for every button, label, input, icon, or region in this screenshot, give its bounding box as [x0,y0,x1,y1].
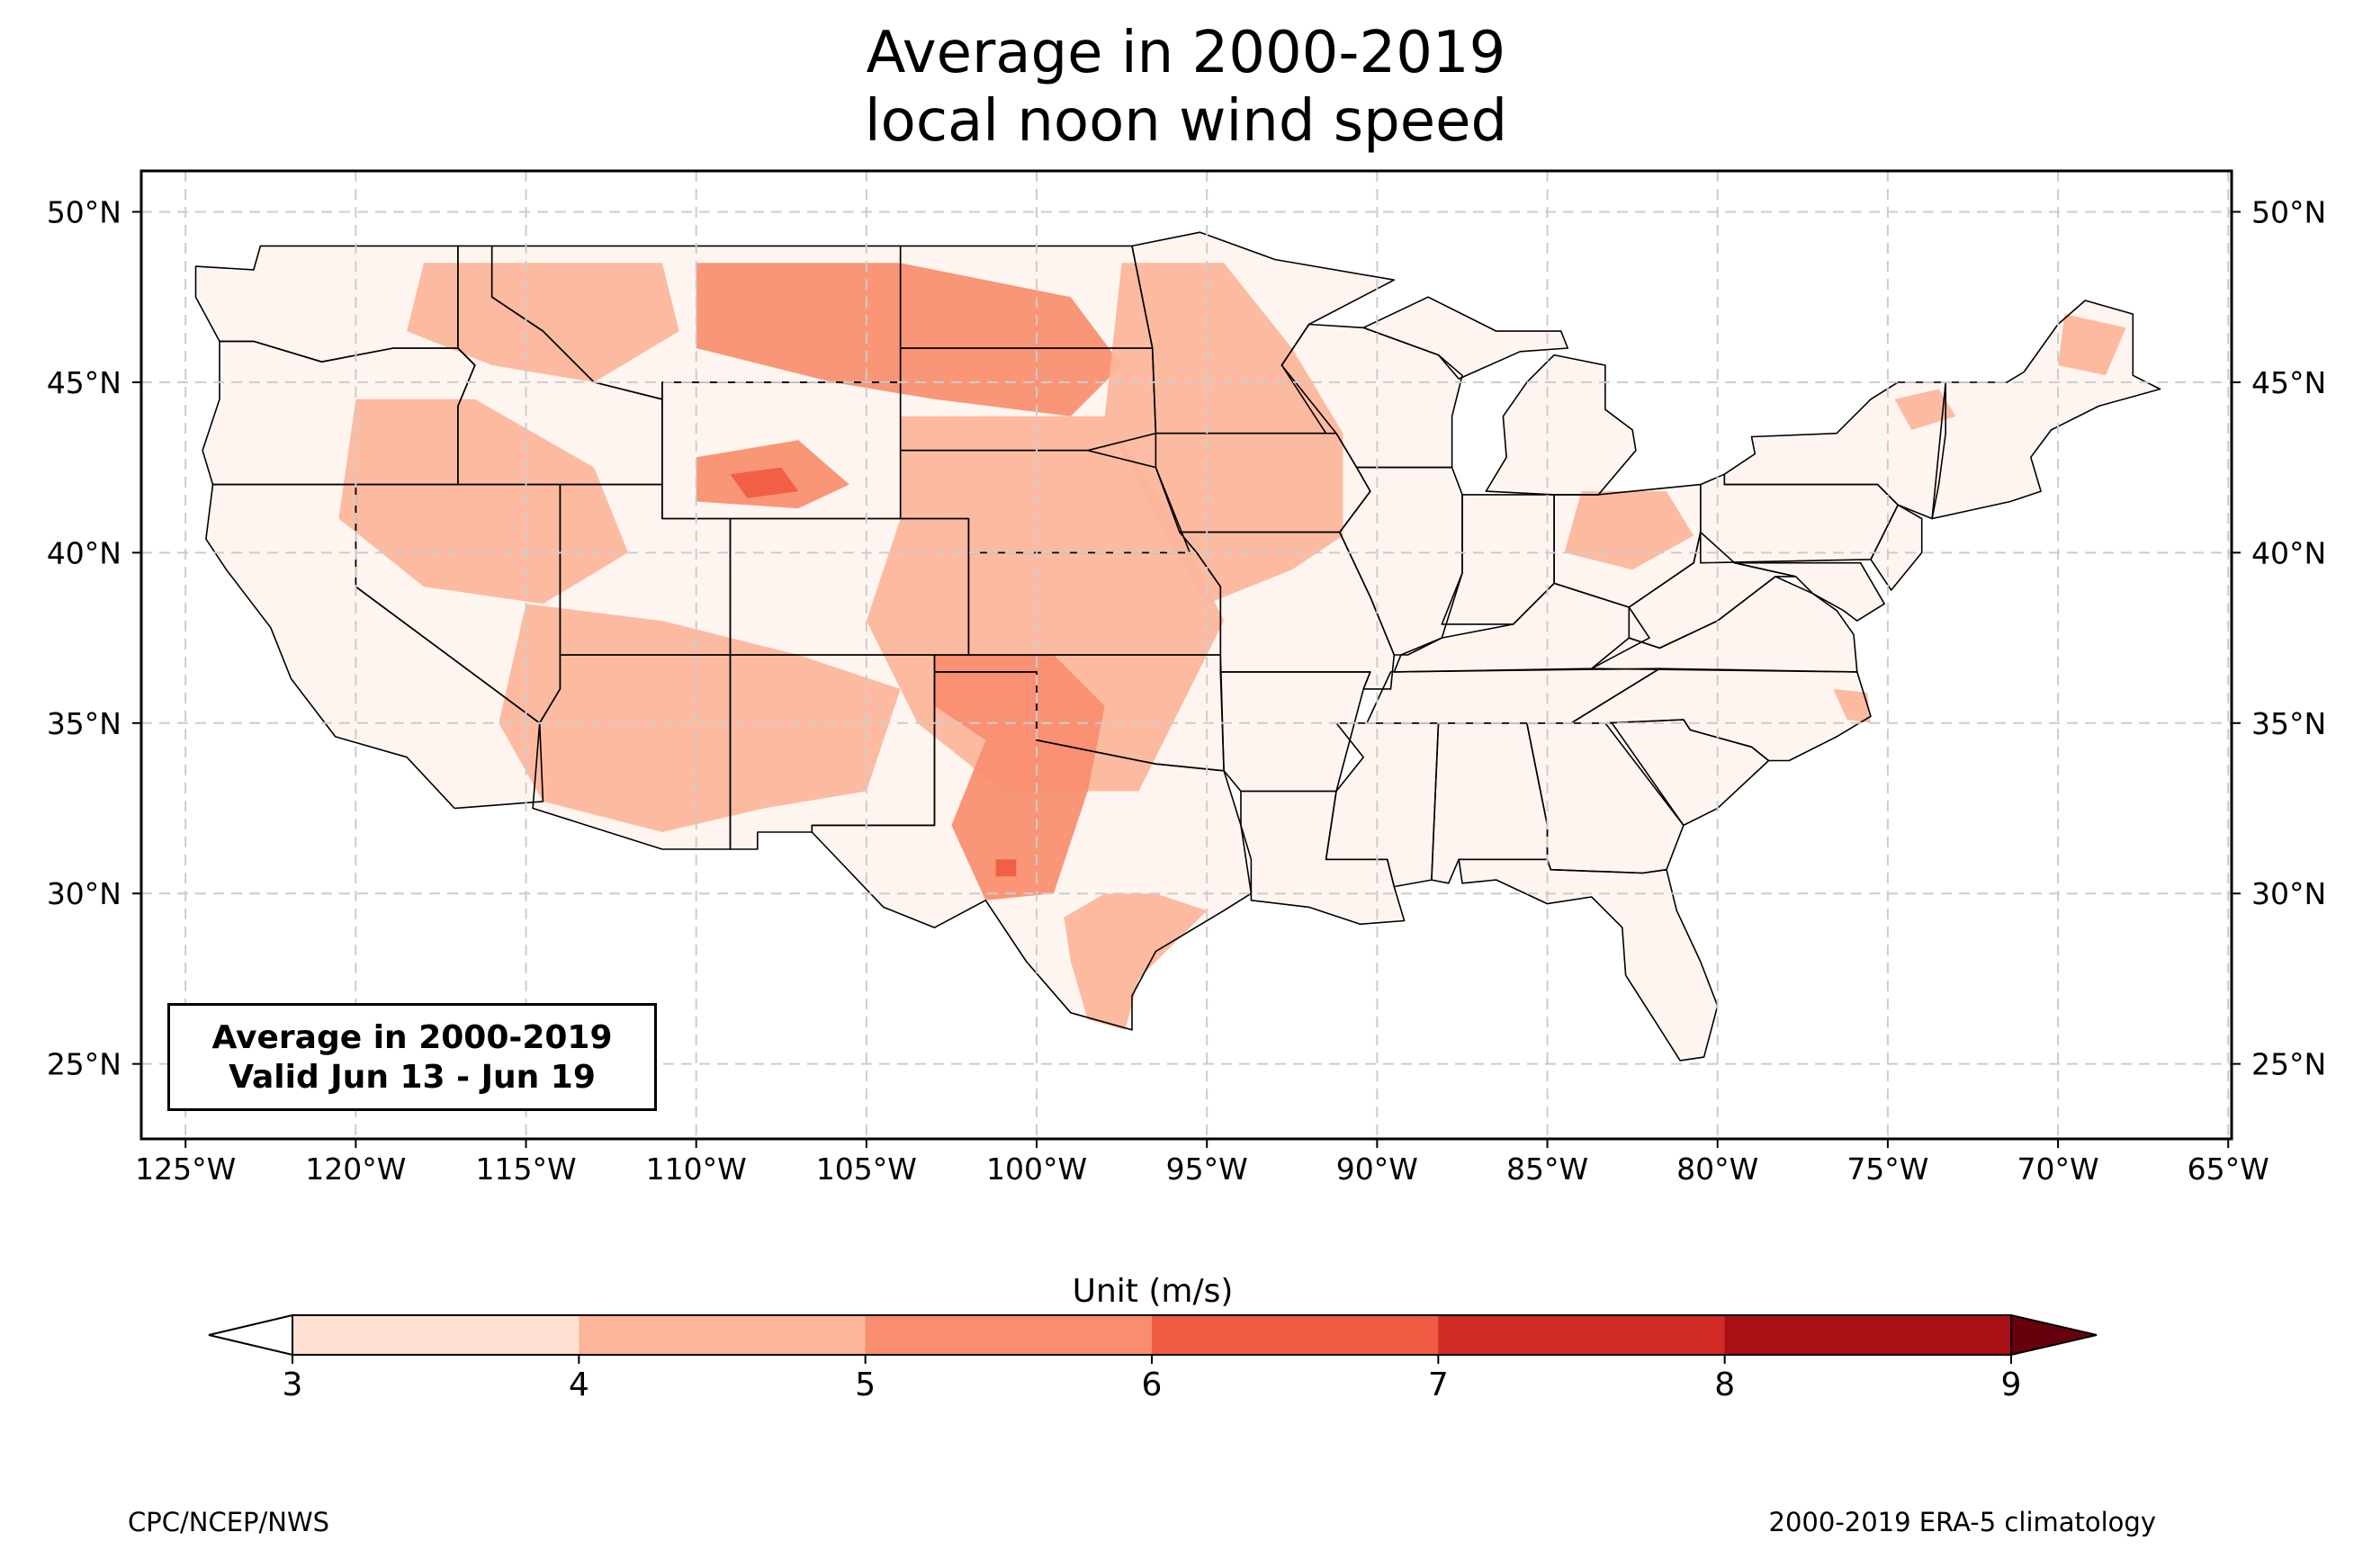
colorbar-segment [1438,1315,1726,1355]
colorbar-title: Unit (m/s) [1073,1273,1234,1310]
state-land-maryland-delaware [1734,562,1885,622]
contour-region-northern-plains [696,263,1122,417]
contour-region-wyoming-peak [730,467,799,498]
colorbar-segment [292,1315,580,1355]
colorbar-tick-label: 3 [283,1366,303,1403]
axis-ticks: 125°W 120°W 115°W 110°W 105°W 100°W 95°W 90°W 85… [47,194,2326,1187]
map-frame [139,169,2233,1141]
lat-tick-label-left: 30°N [47,876,121,911]
state-land-michigan-up [1363,297,1568,380]
state-border-new-jersey [1870,504,1923,591]
lon-tick-label: 115°W [475,1151,576,1187]
colorbar-tick-label: 6 [1142,1366,1163,1403]
contour-region-southern-plains [934,655,1105,900]
lon-tick-label: 70°W [2017,1151,2098,1187]
state-border-michigan-up [1362,296,1568,380]
state-land-tennessee [1367,668,1660,723]
lon-tick-label: 110°W [646,1151,747,1187]
colorbar-tick-label: 7 [1428,1366,1449,1403]
state-border-west-virginia [1628,531,1797,650]
lat-tick-label-right: 50°N [2251,194,2326,229]
lon-tick-label: 90°W [1336,1151,1418,1187]
contour-region-southwest [499,604,901,832]
contour-region-upper-ny [1894,389,1956,430]
state-land-north-carolina [1571,668,1871,761]
state-border-new-england [1931,300,2161,520]
state-land-michigan [1486,354,1636,495]
state-land-south-carolina [1604,720,1769,826]
lat-tick-label-right: 35°N [2251,706,2326,741]
state-border-kentucky [1393,582,1650,673]
state-border-maryland-delaware [1733,561,1885,622]
lat-tick-label-left: 45°N [47,365,121,400]
state-land-california [205,484,544,809]
state-borders [194,231,2161,1062]
colorbar-tick-label: 8 [1714,1366,1735,1403]
state-land-arkansas [1220,671,1370,792]
state-land-illinois [1339,467,1462,655]
state-border-new-york [1723,381,1946,520]
lat-tick-label-right: 25°N [2251,1047,2326,1082]
state-land-indiana [1442,494,1555,624]
lon-tick-label: 65°W [2188,1151,2269,1187]
state-land-wisconsin [1281,324,1462,468]
lat-tick-label-left: 35°N [47,706,121,741]
state-border-south-dakota [899,347,1157,452]
lon-tick-label: 75°W [1846,1151,1928,1187]
colorbar-tick-label: 4 [569,1366,589,1403]
valid-box-line2: Valid Jun 13 - Jun 19 [229,1059,596,1096]
colorbar-over-arrow [2010,1313,2098,1357]
lon-tick-label: 120°W [305,1151,406,1187]
state-land-alabama [1431,722,1548,883]
map-title-line1: Average in 2000-2019 [866,20,1506,86]
lon-tick-label: 95°W [1166,1151,1248,1187]
contour-region-texas-coast [1064,893,1208,1030]
state-border-missouri [1179,531,1396,690]
state-land-florida [1459,859,1718,1061]
colorbar-tick-label: 9 [2001,1366,2022,1403]
state-land-georgia [1526,722,1684,874]
lat-tick-label-left: 25°N [47,1047,121,1082]
colorbar-segment [865,1315,1153,1355]
lon-tick-label: 80°W [1676,1151,1758,1187]
state-land-west-virginia [1629,532,1796,649]
valid-box-line1: Average in 2000-2019 [211,1019,613,1056]
lat-tick-label-right: 30°N [2251,876,2326,911]
colorbar-segment [579,1315,867,1355]
colorbar-segment [1152,1315,1439,1355]
lon-tick-label: 125°W [135,1151,236,1187]
contour-region-maine [2058,314,2126,376]
colorbar: 3 4 5 6 7 8 9 [208,1313,2098,1403]
contour-region-montana-west [407,263,679,382]
state-border-illinois [1339,466,1463,656]
lon-tick-label: 105°W [816,1151,917,1187]
lat-tick-label-left: 50°N [47,194,121,229]
colorbar-under-arrow [208,1313,293,1357]
contour-region-west-texas-peak [995,859,1017,877]
colorbar-tick-label: 5 [855,1366,876,1403]
footer-dataset: 2000-2019 ERA-5 climatology [1768,1507,2156,1537]
valid-period-box: Average in 2000-2019 Valid Jun 13 - Jun … [167,1003,657,1111]
lon-tick-label: 100°W [986,1151,1087,1187]
state-land-mississippi [1325,722,1439,887]
contour-region-cape-hatteras [1833,688,1871,723]
footer-source: CPC/NCEP/NWS [128,1507,330,1537]
state-border-florida [1458,858,1719,1062]
lat-tick-label-left: 40°N [47,535,121,570]
state-land-kentucky [1394,583,1649,672]
lat-tick-label-right: 40°N [2251,535,2326,570]
lon-tick-label: 85°W [1506,1151,1588,1187]
lat-tick-label-right: 45°N [2251,365,2326,400]
state-land-new-jersey [1871,505,1922,590]
map-title-line2: local noon wind speed [864,88,1508,155]
state-land-pennsylvania [1700,474,1899,563]
state-land-washington [195,246,458,363]
contour-region-ohio-valley [1564,491,1694,570]
colorbar-segment [1724,1315,2012,1355]
state-land-louisiana [1241,791,1405,925]
